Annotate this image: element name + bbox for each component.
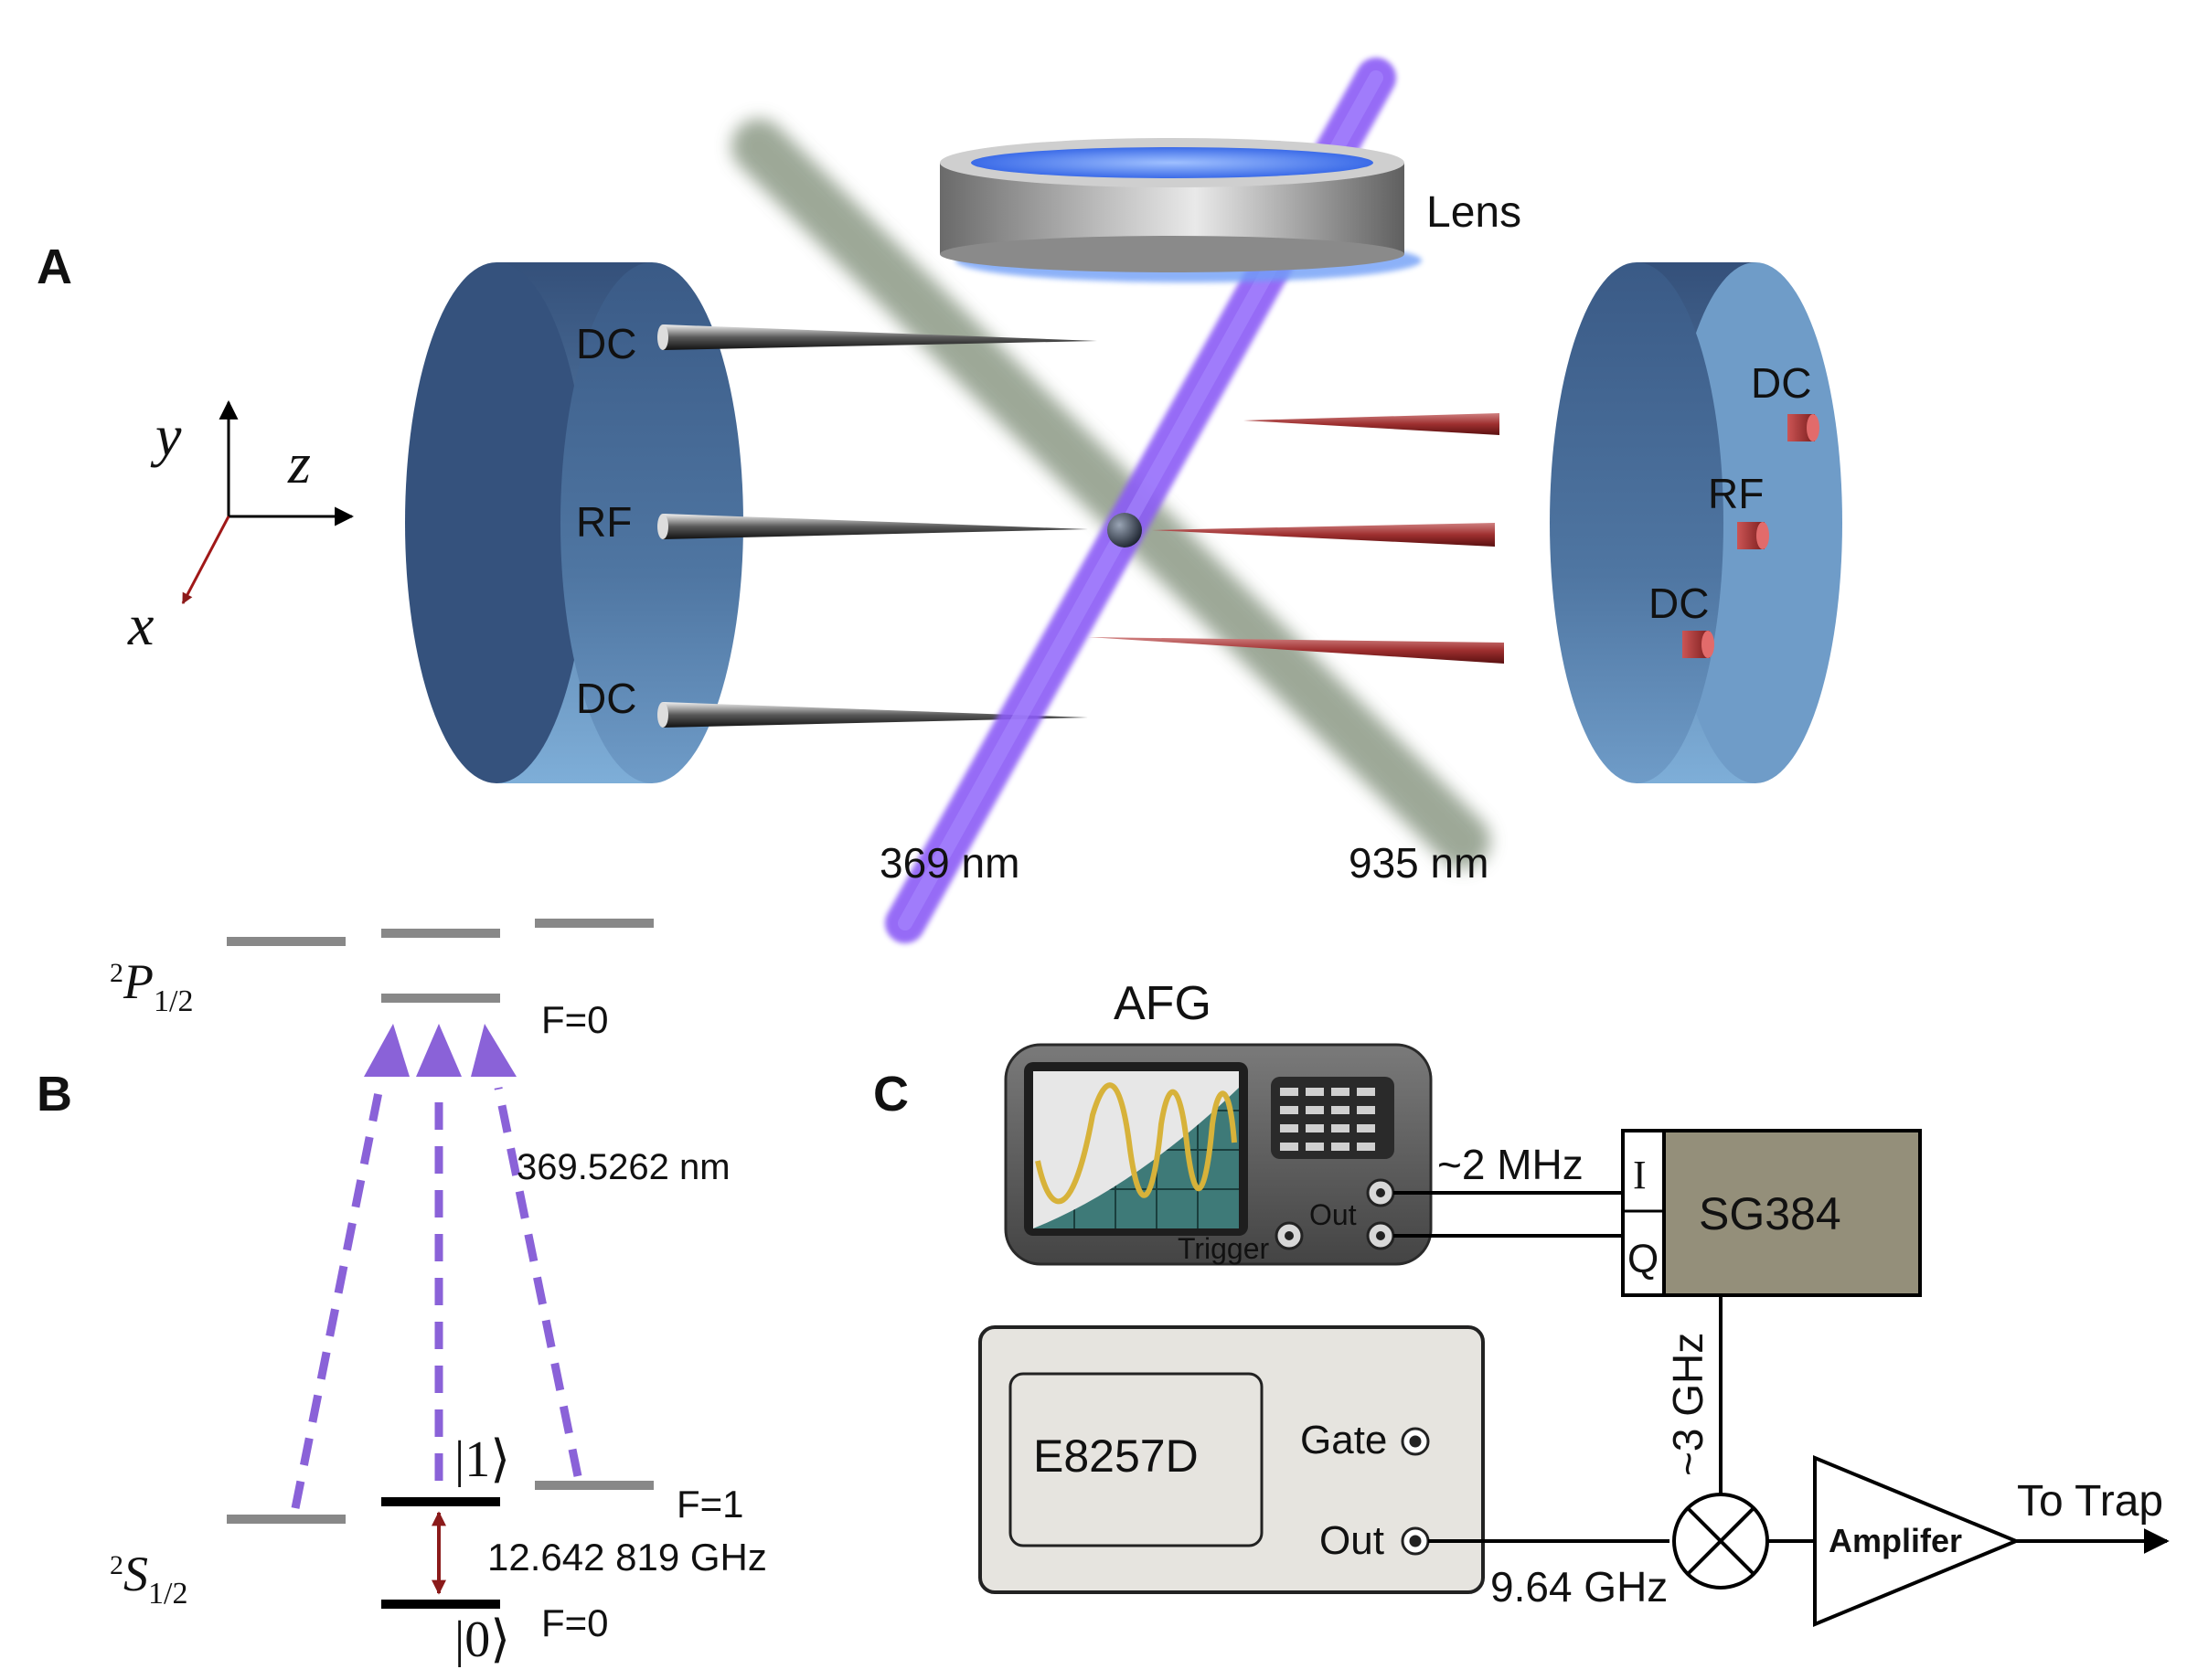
left-electrode-disk bbox=[405, 262, 743, 783]
mixer bbox=[1672, 1493, 1769, 1590]
s-f0-label: F=0 bbox=[541, 1601, 609, 1644]
right-needles bbox=[1088, 413, 1504, 664]
out-label: Out bbox=[1319, 1518, 1384, 1563]
e8257d-label: E8257D bbox=[1033, 1430, 1199, 1482]
hyperfine-label: 12.642 819 GHz bbox=[487, 1536, 767, 1579]
s-f1-label: F=1 bbox=[677, 1483, 744, 1526]
lens bbox=[940, 138, 1422, 282]
lens-label: Lens bbox=[1426, 188, 1521, 237]
to-trap-label: To Trap bbox=[2017, 1477, 2163, 1526]
afg-trigger-label: Trigger bbox=[1178, 1232, 1270, 1265]
excitation-arrowheads bbox=[364, 1024, 517, 1077]
panel-c-label: C bbox=[873, 1067, 909, 1122]
right-electrode-disk bbox=[1550, 262, 1842, 783]
panel-b-label: B bbox=[37, 1067, 72, 1122]
beam-369-label: 369 nm bbox=[880, 839, 1019, 887]
axis-y-label: y bbox=[150, 403, 182, 468]
right-electrode-dc-top: DC bbox=[1751, 359, 1811, 407]
beam-935nm bbox=[731, 119, 1490, 868]
gate-label: Gate bbox=[1300, 1418, 1387, 1462]
afg-device: Out Trigger bbox=[1004, 1043, 1433, 1266]
p-state-label: 2P1/2 bbox=[110, 954, 193, 1018]
wavelength-label: 369.5262 nm bbox=[517, 1147, 731, 1187]
coordinate-axes: y z x bbox=[127, 399, 355, 657]
amplifier-label: Amplifer bbox=[1829, 1522, 1962, 1559]
s-state-label: 2S1/2 bbox=[110, 1547, 187, 1611]
panel-c: C AFG bbox=[873, 977, 2170, 1627]
freq-3ghz-label: ~3 GHz bbox=[1664, 1333, 1712, 1476]
left-needles bbox=[657, 324, 1097, 728]
panel-b: B 2P1/2 F=0 369.5262 nm bbox=[37, 919, 767, 1668]
trapped-ion bbox=[1107, 513, 1142, 548]
beam-935-label: 935 nm bbox=[1349, 839, 1488, 887]
ket-one: |1⟩ bbox=[454, 1431, 510, 1488]
axis-z-label: z bbox=[287, 431, 311, 495]
sg384-label: SG384 bbox=[1699, 1188, 1841, 1239]
left-electrode-rf: RF bbox=[576, 498, 632, 546]
iq-cables bbox=[1393, 1191, 1623, 1238]
afg-out-label: Out bbox=[1309, 1198, 1357, 1231]
port-i-label: I bbox=[1633, 1153, 1647, 1197]
panel-a-label: A bbox=[37, 239, 72, 294]
amplifier: Amplifer bbox=[1813, 1455, 2021, 1627]
right-electrode-rf: RF bbox=[1708, 470, 1764, 517]
left-electrode-dc-top: DC bbox=[576, 320, 636, 367]
port-q-label: Q bbox=[1627, 1237, 1659, 1281]
afg-waveform bbox=[1035, 1082, 1237, 1205]
freq-964-label: 9.64 GHz bbox=[1490, 1563, 1668, 1611]
s-levels bbox=[227, 1481, 654, 1609]
afg-label: AFG bbox=[1114, 977, 1211, 1030]
e8257d-connectors bbox=[1401, 1427, 1430, 1556]
p-f0-label: F=0 bbox=[541, 998, 609, 1041]
freq-2mhz-label: ~2 MHz bbox=[1437, 1141, 1584, 1188]
sg384-device: I Q SG384 bbox=[1621, 1129, 1922, 1297]
right-electrode-dc-bottom: DC bbox=[1648, 579, 1709, 627]
excitation-arrows bbox=[291, 1087, 582, 1509]
axis-x-label: x bbox=[127, 592, 154, 657]
right-disk-caps bbox=[1682, 414, 1819, 658]
ket-zero: |0⟩ bbox=[454, 1611, 510, 1668]
panel-a: A y z x bbox=[37, 58, 1842, 943]
p-levels bbox=[227, 919, 654, 1003]
e8257d-device: E8257D Gate Out bbox=[978, 1325, 1485, 1594]
left-electrode-dc-bottom: DC bbox=[576, 675, 636, 722]
